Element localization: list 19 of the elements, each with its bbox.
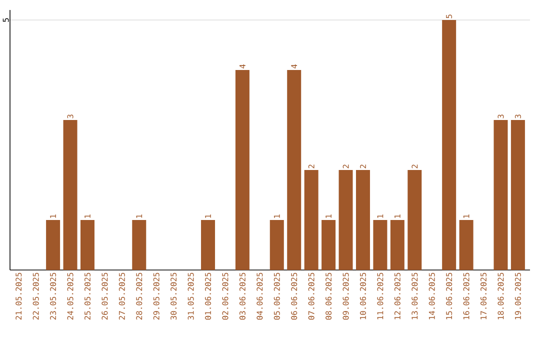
bar	[235, 70, 250, 270]
bar	[322, 220, 336, 270]
bar	[63, 120, 78, 270]
bar	[373, 220, 388, 270]
bar	[459, 220, 474, 270]
bar	[338, 170, 353, 270]
bar	[201, 220, 216, 270]
bar	[287, 70, 302, 270]
bar	[442, 20, 456, 270]
bar	[46, 220, 60, 270]
bar	[356, 170, 370, 270]
bar	[408, 170, 422, 270]
bar	[390, 220, 404, 270]
bar	[510, 120, 525, 270]
bar	[132, 220, 146, 270]
bar	[304, 170, 318, 270]
bar	[494, 120, 508, 270]
bar	[80, 220, 94, 270]
bar	[270, 220, 284, 270]
